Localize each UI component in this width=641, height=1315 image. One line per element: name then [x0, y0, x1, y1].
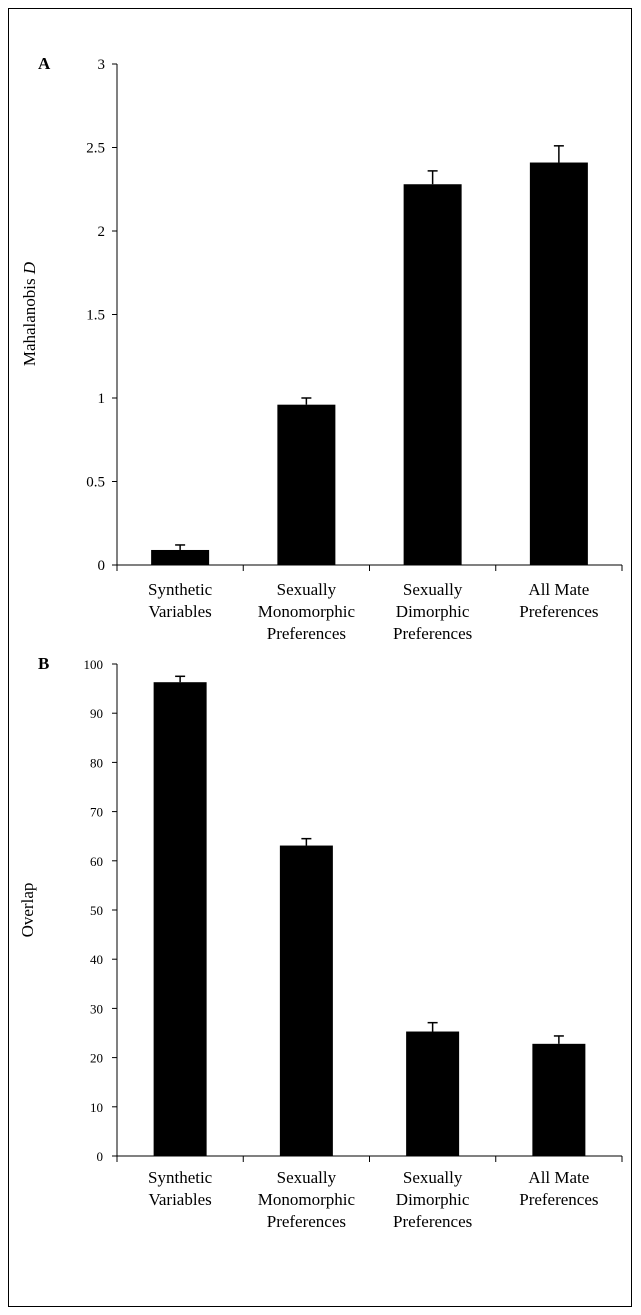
- bar: [403, 184, 462, 566]
- bar: [153, 682, 207, 1156]
- x-category-label-line: Preferences: [267, 1212, 346, 1231]
- x-category-label-line: Dimorphic: [396, 1190, 470, 1209]
- y-tick-label: 1: [98, 391, 106, 407]
- y-tick-label: 60: [90, 854, 103, 869]
- y-tick-label: 100: [84, 657, 104, 672]
- y-tick-label: 80: [90, 755, 103, 770]
- bar: [406, 1031, 460, 1156]
- bar: [279, 845, 333, 1156]
- x-category-label-line: Preferences: [393, 1212, 472, 1231]
- y-axis-title-text: Mahalanobis: [20, 274, 39, 366]
- y-tick-label: 10: [90, 1100, 103, 1115]
- x-category-label: Synthetic Variables: [148, 580, 213, 621]
- x-category-label-line: Sexually: [277, 580, 337, 599]
- x-category-label: Sexually Monomorphic Preferences: [258, 580, 356, 643]
- x-category-label: All Mate Preferences: [519, 580, 598, 621]
- panel-label: A: [38, 54, 51, 73]
- x-category-label-line: Preferences: [519, 602, 598, 621]
- x-category-label-line: Sexually: [403, 1168, 463, 1187]
- x-category-label-line: Synthetic: [148, 1168, 213, 1187]
- x-category-label-line: All Mate: [528, 580, 589, 599]
- x-category-label-line: Preferences: [267, 624, 346, 643]
- x-category-label-line: Sexually: [403, 580, 463, 599]
- x-category-label-line: Variables: [148, 602, 211, 621]
- y-tick-label: 50: [90, 903, 103, 918]
- x-category-label-line: Sexually: [277, 1168, 337, 1187]
- y-tick-label: 1.5: [86, 308, 105, 324]
- y-axis-title-text: Overlap: [18, 883, 37, 938]
- x-category-label: Synthetic Variables: [148, 1168, 213, 1209]
- x-category-label-line: Monomorphic: [258, 602, 356, 621]
- x-category-label-line: Variables: [148, 1190, 211, 1209]
- y-tick-label: 40: [90, 952, 103, 967]
- y-tick-label: 30: [90, 1001, 103, 1016]
- y-tick-label: 2.5: [86, 141, 105, 157]
- x-category-label: All Mate Preferences: [519, 1168, 598, 1209]
- bar: [529, 162, 588, 565]
- x-category-label-line: Preferences: [393, 624, 472, 643]
- y-tick-label: 70: [90, 805, 103, 820]
- panel-label: B: [38, 654, 49, 673]
- y-axis-title: Mahalanobis D: [20, 261, 39, 366]
- y-tick-label: 0.5: [86, 475, 105, 491]
- y-tick-label: 0: [98, 558, 106, 574]
- x-category-label: Sexually Dimorphic Preferences: [393, 580, 472, 643]
- y-tick-label: 3: [98, 57, 106, 73]
- y-tick-label: 2: [98, 224, 106, 240]
- y-axis-title: Overlap: [18, 883, 37, 938]
- bar: [151, 549, 210, 565]
- x-category-label-line: All Mate: [528, 1168, 589, 1187]
- bar: [277, 404, 336, 565]
- x-category-label-line: Monomorphic: [258, 1190, 356, 1209]
- x-category-label-line: Dimorphic: [396, 602, 470, 621]
- x-category-label: Sexually Monomorphic Preferences: [258, 1168, 356, 1231]
- y-tick-label: 90: [90, 706, 103, 721]
- x-category-label-line: Synthetic: [148, 580, 213, 599]
- chart-panel-b: 0 10 20 30 40 50 60 70 80 90 100 Synthetic Variables…: [18, 654, 623, 1231]
- y-tick-label: 0: [97, 1149, 104, 1164]
- x-category-label: Sexually Dimorphic Preferences: [393, 1168, 472, 1231]
- y-axis-title-italic: D: [20, 261, 39, 275]
- chart-panel-a: 0 0.5 1 1.5 2 2.5 3 Synthetic Variables Sexually M…: [20, 54, 623, 643]
- bar: [532, 1043, 586, 1156]
- y-tick-label: 20: [90, 1051, 103, 1066]
- x-category-label-line: Preferences: [519, 1190, 598, 1209]
